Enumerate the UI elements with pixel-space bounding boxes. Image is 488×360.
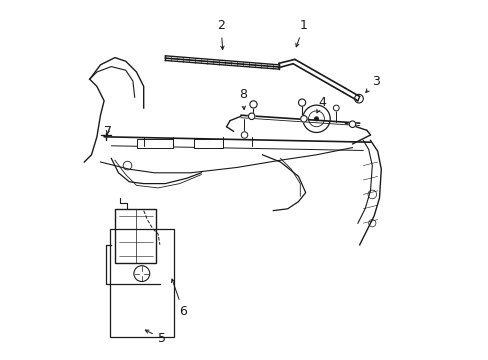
Circle shape bbox=[314, 117, 318, 121]
Bar bbox=[115, 209, 156, 263]
Bar bbox=[109, 229, 174, 337]
Bar bbox=[194, 139, 223, 148]
Text: 8: 8 bbox=[238, 88, 246, 109]
Text: 6: 6 bbox=[171, 279, 187, 318]
Text: 4: 4 bbox=[316, 96, 325, 113]
Text: 7: 7 bbox=[103, 125, 111, 138]
Text: 2: 2 bbox=[217, 19, 224, 49]
Text: 1: 1 bbox=[295, 19, 307, 47]
Circle shape bbox=[241, 132, 247, 138]
Circle shape bbox=[333, 105, 339, 111]
Circle shape bbox=[348, 121, 355, 127]
Circle shape bbox=[298, 99, 305, 106]
Text: 5: 5 bbox=[145, 330, 165, 345]
Circle shape bbox=[248, 113, 254, 120]
Circle shape bbox=[249, 101, 257, 108]
Circle shape bbox=[300, 116, 306, 122]
Text: 3: 3 bbox=[365, 75, 379, 93]
Bar bbox=[136, 139, 172, 148]
